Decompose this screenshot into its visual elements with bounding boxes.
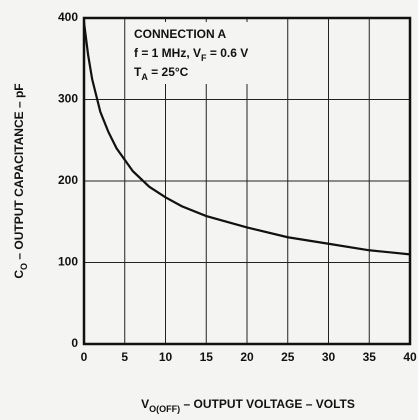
y-axis-label-part: C (12, 270, 26, 279)
x-axis-label-part: – OUTPUT VOLTAGE – VOLTS (180, 397, 355, 411)
annotation-part: F (201, 53, 207, 63)
y-tick-label: 300 (58, 92, 78, 106)
annotation-part: = 25°C (148, 65, 189, 79)
annotation: CONNECTION A (134, 27, 227, 41)
x-tick-label: 35 (363, 350, 377, 364)
annotation-part: T (134, 65, 142, 79)
y-axis-label: CO – OUTPUT CAPACITANCE – pF (12, 83, 29, 278)
y-axis-label-part: – OUTPUT CAPACITANCE – pF (12, 83, 26, 263)
data-line (82, 21, 411, 256)
x-axis-label-part: O(OFF) (149, 404, 180, 414)
x-tick-label: 30 (322, 350, 336, 364)
annotation-part: = 0.6 V (207, 46, 249, 60)
annotation: f = 1 MHz, VF = 0.6 V (134, 46, 248, 63)
y-tick-label: 400 (58, 10, 78, 24)
x-axis-label-part: V (141, 397, 149, 411)
y-axis-label-part: O (19, 263, 29, 270)
x-axis-label: VO(OFF) – OUTPUT VOLTAGE – VOLTS (141, 397, 355, 414)
annotation-bg (128, 22, 268, 84)
annotation-part: CONNECTION A (134, 27, 227, 41)
y-tick-label: 100 (58, 255, 78, 269)
x-tick-label: 10 (159, 350, 173, 364)
x-tick-label: 20 (240, 350, 254, 364)
x-tick-label: 40 (403, 350, 417, 364)
annotation: TA = 25°C (134, 65, 189, 82)
x-tick-label: 25 (281, 350, 295, 364)
y-tick-label: 0 (71, 336, 78, 350)
annotation-part: f = 1 MHz, V (134, 46, 201, 60)
annotation-part: A (141, 72, 148, 82)
x-tick-label: 15 (200, 350, 214, 364)
x-tick-label: 5 (121, 350, 128, 364)
x-tick-label: 0 (81, 350, 88, 364)
plot-frame (82, 16, 412, 346)
y-tick-label: 200 (58, 173, 78, 187)
